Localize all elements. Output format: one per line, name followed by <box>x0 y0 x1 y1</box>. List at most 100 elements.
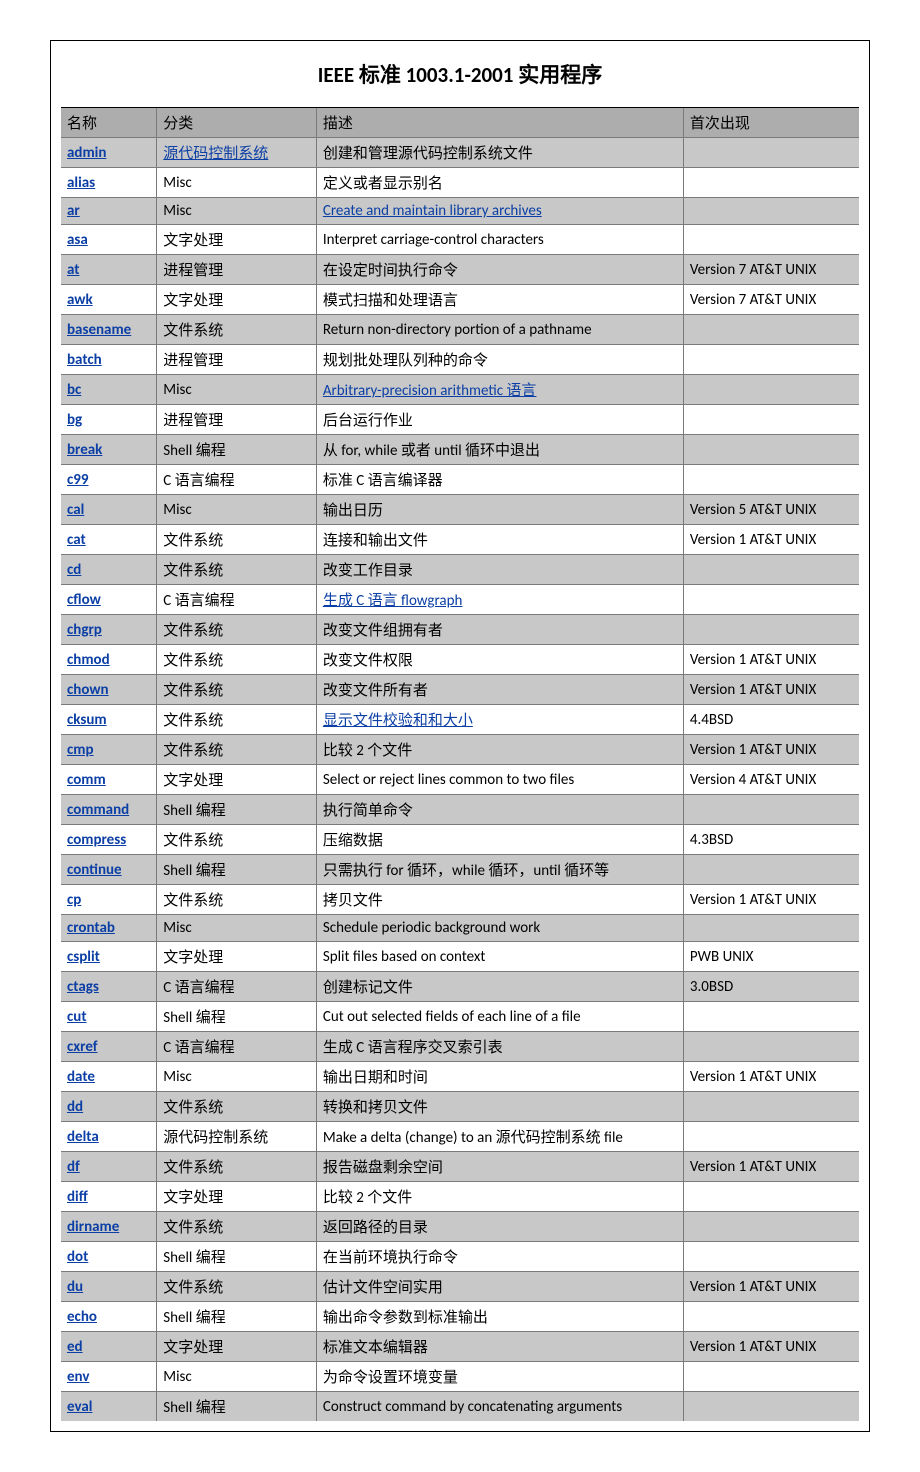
command-link[interactable]: continue <box>67 861 122 879</box>
command-link[interactable]: admin <box>67 144 106 162</box>
cell-first-appeared: 4.3BSD <box>683 825 859 855</box>
cell-first-appeared: Version 7 AT&T UNIX <box>683 255 859 285</box>
command-link[interactable]: awk <box>67 291 93 309</box>
table-row: batch进程管理规划批处理队列种的命令 <box>61 345 859 375</box>
command-link[interactable]: crontab <box>67 919 115 937</box>
command-link[interactable]: cmp <box>67 741 94 759</box>
command-link[interactable]: env <box>67 1368 90 1386</box>
cell-name: break <box>61 435 157 465</box>
command-link[interactable]: cut <box>67 1008 87 1026</box>
command-link[interactable]: cd <box>67 561 81 579</box>
cell-name: c99 <box>61 465 157 495</box>
cell-first-appeared: Version 7 AT&T UNIX <box>683 285 859 315</box>
command-link[interactable]: dirname <box>67 1218 119 1236</box>
table-row: bg进程管理后台运行作业 <box>61 405 859 435</box>
cell-name: ctags <box>61 972 157 1002</box>
command-link[interactable]: diff <box>67 1188 88 1206</box>
command-link[interactable]: ctags <box>67 978 99 996</box>
command-link[interactable]: echo <box>67 1308 97 1326</box>
table-row: commandShell 编程执行简单命令 <box>61 795 859 825</box>
command-link[interactable]: alias <box>67 174 95 192</box>
command-link[interactable]: comm <box>67 771 106 789</box>
command-link[interactable]: bg <box>67 411 82 429</box>
description-link[interactable]: Create and maintain library archives <box>323 202 542 220</box>
command-link[interactable]: bc <box>67 381 81 399</box>
command-link[interactable]: chmod <box>67 651 110 669</box>
cell-description: Schedule periodic background work <box>316 915 683 942</box>
cell-name: df <box>61 1152 157 1182</box>
command-link[interactable]: df <box>67 1158 80 1176</box>
col-header-category: 分类 <box>157 108 317 138</box>
command-link[interactable]: at <box>67 261 79 279</box>
command-link[interactable]: break <box>67 441 102 459</box>
cell-description: 拷贝文件 <box>316 885 683 915</box>
table-row: diff文字处理比较 2 个文件 <box>61 1182 859 1212</box>
cell-category: Misc <box>157 1062 317 1092</box>
description-link[interactable]: 显示文件校验和和大小 <box>323 712 473 730</box>
command-link[interactable]: chown <box>67 681 109 699</box>
command-link[interactable]: batch <box>67 351 102 369</box>
cell-first-appeared <box>683 405 859 435</box>
command-link[interactable]: cxref <box>67 1038 98 1056</box>
cell-name: csplit <box>61 942 157 972</box>
cell-name: chown <box>61 675 157 705</box>
command-link[interactable]: csplit <box>67 948 100 966</box>
cell-category: 源代码控制系统 <box>157 1122 317 1152</box>
cell-category: 文字处理 <box>157 225 317 255</box>
cell-category: 文件系统 <box>157 1272 317 1302</box>
cell-description: 输出命令参数到标准输出 <box>316 1302 683 1332</box>
command-link[interactable]: cp <box>67 891 81 909</box>
table-row: delta源代码控制系统Make a delta (change) to an … <box>61 1122 859 1152</box>
cell-category: Misc <box>157 198 317 225</box>
table-row: evalShell 编程Construct command by concate… <box>61 1392 859 1422</box>
command-link[interactable]: delta <box>67 1128 99 1146</box>
command-link[interactable]: dot <box>67 1248 88 1266</box>
cell-name: env <box>61 1362 157 1392</box>
command-link[interactable]: dd <box>67 1098 83 1116</box>
cell-first-appeared <box>683 198 859 225</box>
cell-first-appeared <box>683 1362 859 1392</box>
description-link[interactable]: 生成 C 语言 flowgraph <box>323 592 462 610</box>
cell-name: comm <box>61 765 157 795</box>
table-row: du文件系统估计文件空间实用Version 1 AT&T UNIX <box>61 1272 859 1302</box>
command-link[interactable]: chgrp <box>67 621 102 639</box>
command-link[interactable]: ed <box>67 1338 83 1356</box>
command-link[interactable]: command <box>67 801 129 819</box>
description-link[interactable]: Arbitrary-precision arithmetic 语言 <box>323 382 537 400</box>
command-link[interactable]: c99 <box>67 471 88 489</box>
command-link[interactable]: cal <box>67 501 84 519</box>
cell-name: batch <box>61 345 157 375</box>
command-link[interactable]: cflow <box>67 591 101 609</box>
cell-name: ed <box>61 1332 157 1362</box>
cell-category: 文字处理 <box>157 285 317 315</box>
cell-description: 压缩数据 <box>316 825 683 855</box>
command-link[interactable]: cksum <box>67 711 107 729</box>
cell-description: 比较 2 个文件 <box>316 1182 683 1212</box>
cell-category: Shell 编程 <box>157 435 317 465</box>
cell-category: 文件系统 <box>157 885 317 915</box>
command-link[interactable]: eval <box>67 1398 92 1416</box>
cell-first-appeared <box>683 138 859 168</box>
command-link[interactable]: ar <box>67 202 80 220</box>
cell-first-appeared <box>683 1092 859 1122</box>
table-row: df文件系统报告磁盘剩余空间Version 1 AT&T UNIX <box>61 1152 859 1182</box>
command-link[interactable]: date <box>67 1068 95 1086</box>
cell-category: C 语言编程 <box>157 972 317 1002</box>
cell-category: C 语言编程 <box>157 585 317 615</box>
table-row: cat文件系统连接和输出文件Version 1 AT&T UNIX <box>61 525 859 555</box>
command-link[interactable]: du <box>67 1278 83 1296</box>
cell-name: chgrp <box>61 615 157 645</box>
category-link[interactable]: 源代码控制系统 <box>163 145 268 163</box>
cell-name: cp <box>61 885 157 915</box>
col-header-first-appeared: 首次出现 <box>683 108 859 138</box>
cell-first-appeared <box>683 1392 859 1422</box>
cell-first-appeared: Version 5 AT&T UNIX <box>683 495 859 525</box>
command-link[interactable]: compress <box>67 831 126 849</box>
command-link[interactable]: basename <box>67 321 131 339</box>
cell-description: 改变文件组拥有者 <box>316 615 683 645</box>
command-link[interactable]: cat <box>67 531 86 549</box>
table-row: aliasMisc定义或者显示别名 <box>61 168 859 198</box>
command-link[interactable]: asa <box>67 231 88 249</box>
cell-description: 标准 C 语言编译器 <box>316 465 683 495</box>
cell-description: 显示文件校验和和大小 <box>316 705 683 735</box>
